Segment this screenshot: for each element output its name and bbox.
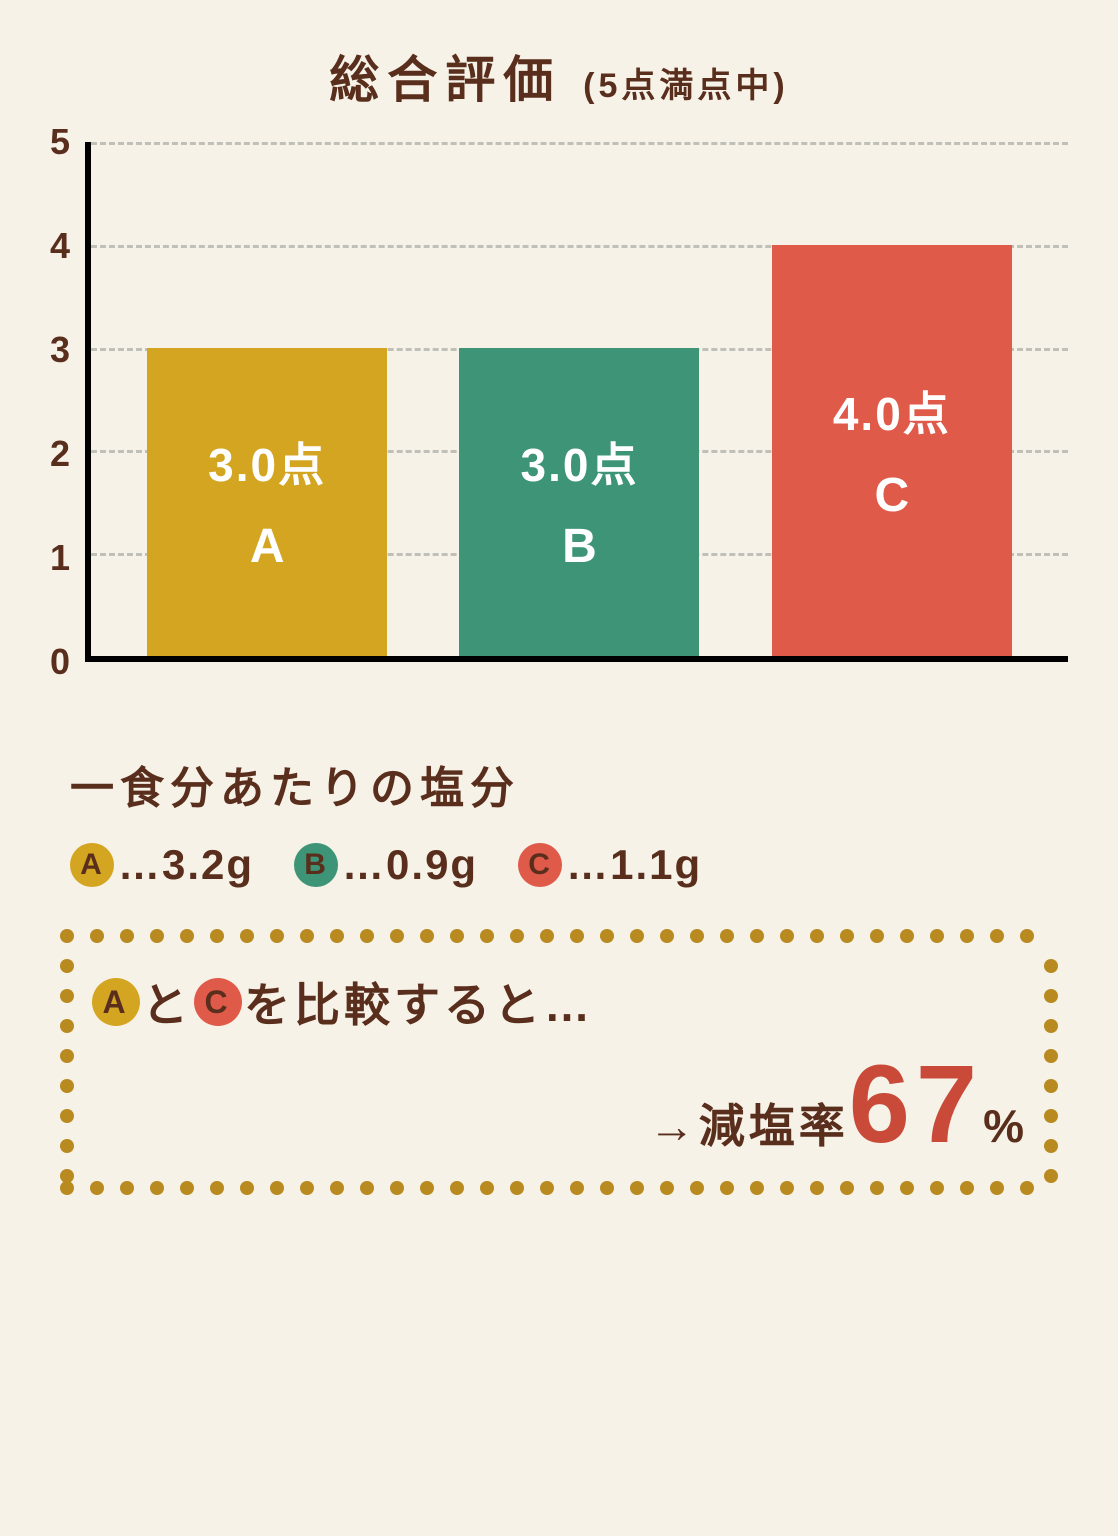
- salt-row: A…3.2gB…0.9gC…1.1g: [70, 841, 1048, 889]
- result-line: → 減塩率 67 %: [90, 1050, 1028, 1160]
- chart-title: 総合評価 (5点満点中): [30, 40, 1088, 112]
- compare-mid2: を比較すると…: [244, 969, 594, 1035]
- bar-label: B: [562, 519, 597, 574]
- salt-value: 1.1g: [610, 841, 702, 889]
- y-tick-label: 0: [40, 641, 70, 683]
- y-tick-label: 2: [40, 433, 70, 475]
- compare-text: A と C を比較すると…: [90, 969, 1028, 1035]
- bar-score: 3.0点: [208, 429, 326, 495]
- bar-label: C: [874, 468, 909, 523]
- y-tick-label: 5: [40, 121, 70, 163]
- y-axis-ticks: 012345: [40, 142, 70, 662]
- salt-value: 0.9g: [386, 841, 478, 889]
- salt-item-b: B…0.9g: [294, 841, 478, 889]
- bar-score: 4.0点: [833, 378, 951, 444]
- title-main: 総合評価: [329, 52, 561, 108]
- y-tick-label: 4: [40, 225, 70, 267]
- result-unit: %: [983, 1099, 1028, 1153]
- title-sub: (5点満点中): [583, 67, 789, 105]
- compare-box: A と C を比較すると… → 減塩率 67 %: [60, 929, 1058, 1195]
- ellipsis: …: [342, 841, 386, 889]
- salt-section: 一食分あたりの塩分 A…3.2gB…0.9gC…1.1g: [70, 752, 1048, 889]
- badge-a-icon: A: [92, 978, 140, 1026]
- bar-label: A: [250, 519, 285, 574]
- bars-container: 3.0点 A 3.0点 B 4.0点 C: [91, 142, 1068, 656]
- plot-area: 3.0点 A 3.0点 B 4.0点 C: [85, 142, 1068, 662]
- bar-score: 3.0点: [521, 429, 639, 495]
- bar-a: 3.0点 A: [147, 348, 387, 656]
- y-tick-label: 1: [40, 537, 70, 579]
- result-label: 減塩率: [699, 1090, 849, 1156]
- y-tick-label: 3: [40, 329, 70, 371]
- badge-a-icon: A: [70, 843, 114, 887]
- compare-mid1: と: [142, 969, 192, 1035]
- salt-value: 3.2g: [162, 841, 254, 889]
- result-number: 67: [849, 1050, 983, 1160]
- salt-item-a: A…3.2g: [70, 841, 254, 889]
- ellipsis: …: [566, 841, 610, 889]
- badge-c-icon: C: [194, 978, 242, 1026]
- arrow-icon: →: [649, 1099, 699, 1153]
- badge-c-icon: C: [518, 843, 562, 887]
- badge-b-icon: B: [294, 843, 338, 887]
- salt-heading: 一食分あたりの塩分: [70, 752, 1048, 816]
- bar-b: 3.0点 B: [459, 348, 699, 656]
- salt-item-c: C…1.1g: [518, 841, 702, 889]
- ellipsis: …: [118, 841, 162, 889]
- bar-c: 4.0点 C: [772, 245, 1012, 656]
- bar-chart: 012345 3.0点A3.0点B4.0点C: [50, 142, 1068, 702]
